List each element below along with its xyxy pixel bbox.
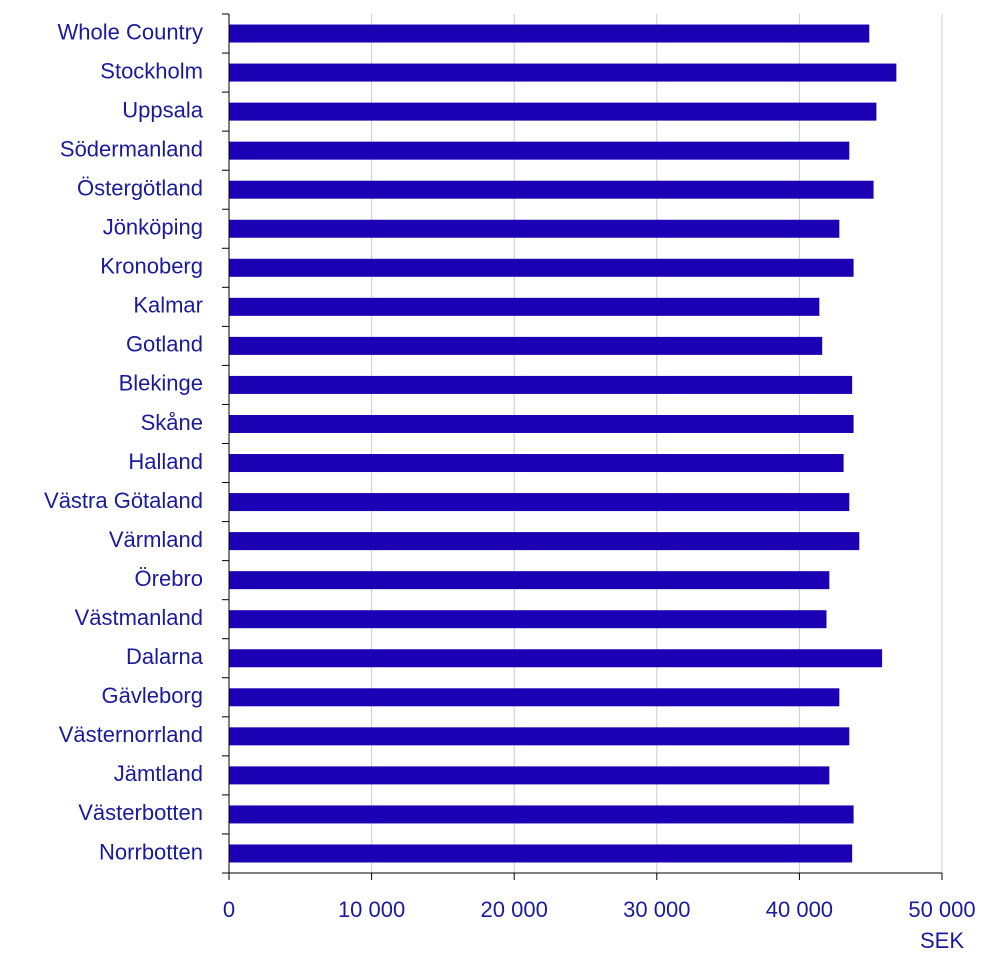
bar xyxy=(229,688,840,707)
y-tick-label: Jämtland xyxy=(114,761,203,786)
bar xyxy=(229,532,860,551)
y-tick-label: Östergötland xyxy=(77,176,203,201)
bar xyxy=(229,454,844,473)
y-tick-label: Värmland xyxy=(109,527,203,552)
x-tick-label: 20 000 xyxy=(481,897,548,922)
bar xyxy=(229,24,870,43)
x-tick-label: 0 xyxy=(223,897,235,922)
bar xyxy=(229,336,823,355)
bar xyxy=(229,258,854,277)
x-axis-label: SEK xyxy=(920,928,964,953)
x-tick-label: 10 000 xyxy=(338,897,405,922)
y-tick-label: Västra Götaland xyxy=(44,488,203,513)
bar xyxy=(229,375,853,394)
y-tick-label: Whole Country xyxy=(57,19,203,44)
y-tick-label: Dalarna xyxy=(126,644,204,669)
y-tick-label: Halland xyxy=(128,449,203,474)
y-tick-label: Kalmar xyxy=(133,293,203,318)
bar xyxy=(229,493,850,512)
bar xyxy=(229,219,840,238)
bar xyxy=(229,805,854,824)
y-tick-label: Örebro xyxy=(135,566,203,591)
bar xyxy=(229,141,850,160)
x-tick-label: 40 000 xyxy=(766,897,833,922)
x-tick-label: 30 000 xyxy=(623,897,690,922)
bar xyxy=(229,102,877,121)
bar xyxy=(229,414,854,433)
y-tick-label: Kronoberg xyxy=(100,254,203,279)
y-tick-label: Gävleborg xyxy=(101,683,203,708)
x-tick-label: 50 000 xyxy=(908,897,975,922)
bar xyxy=(229,844,853,863)
bar xyxy=(229,571,830,590)
y-tick-label: Gotland xyxy=(126,332,203,357)
bar xyxy=(229,727,850,746)
y-tick-label: Blekinge xyxy=(119,371,203,396)
y-tick-label: Skåne xyxy=(141,410,203,435)
bar xyxy=(229,766,830,785)
y-tick-label: Stockholm xyxy=(100,58,203,83)
y-tick-label: Norrbotten xyxy=(99,839,203,864)
y-tick-label: Västerbotten xyxy=(78,800,203,825)
bar xyxy=(229,297,820,316)
bar xyxy=(229,180,874,199)
bar xyxy=(229,610,827,629)
y-tick-label: Jönköping xyxy=(103,215,203,240)
y-tick-label: Västernorrland xyxy=(59,722,203,747)
y-tick-label: Södermanland xyxy=(60,136,203,161)
y-tick-label: Uppsala xyxy=(122,97,203,122)
bar xyxy=(229,649,883,668)
y-tick-label: Västmanland xyxy=(75,605,203,630)
bar xyxy=(229,63,897,82)
